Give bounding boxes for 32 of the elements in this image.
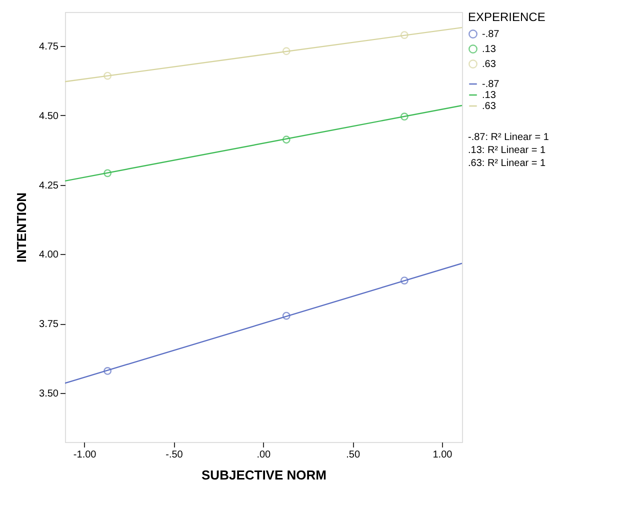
- legend-label: .13: [482, 90, 496, 101]
- y-tick-label: 3.75: [39, 319, 59, 330]
- x-tick-label: -.50: [166, 450, 184, 460]
- point: [282, 47, 290, 56]
- point: [400, 276, 408, 284]
- y-tick-label: 3.50: [39, 388, 59, 400]
- y-tick-label: 4.75: [39, 42, 59, 53]
- point: [104, 72, 112, 80]
- text: .13: R² Linear = 1: [468, 145, 546, 156]
- point: [400, 31, 408, 39]
- y-tick-label: 4.00: [39, 250, 59, 261]
- legend-title: EXPERIENCE: [468, 10, 546, 24]
- legend-label: -.87: [482, 29, 500, 40]
- legend-label: -.87: [482, 79, 500, 90]
- text: -.87: R² Linear = 1: [468, 132, 550, 143]
- y-tick-label: 4.50: [39, 110, 59, 122]
- legend-label: .63: [482, 59, 496, 70]
- x-tick-label: 1.00: [432, 450, 453, 460]
- x-tick-label: -1.00: [73, 450, 97, 460]
- point: [104, 367, 112, 375]
- text: .63: R² Linear = 1: [468, 158, 546, 169]
- point: [400, 112, 408, 121]
- y-axis-title: INTENTION: [14, 192, 30, 263]
- point: [104, 169, 112, 178]
- legend-label: .63: [482, 101, 496, 112]
- x-tick-label: .00: [256, 450, 272, 460]
- x-tick-label: .50: [346, 450, 360, 460]
- legend-label: .13: [482, 44, 496, 55]
- y-tick-label: 4.25: [39, 180, 59, 192]
- point: [282, 136, 290, 144]
- point: [282, 312, 290, 320]
- x-axis-title: SUBJECTIVE NORM: [202, 468, 326, 482]
